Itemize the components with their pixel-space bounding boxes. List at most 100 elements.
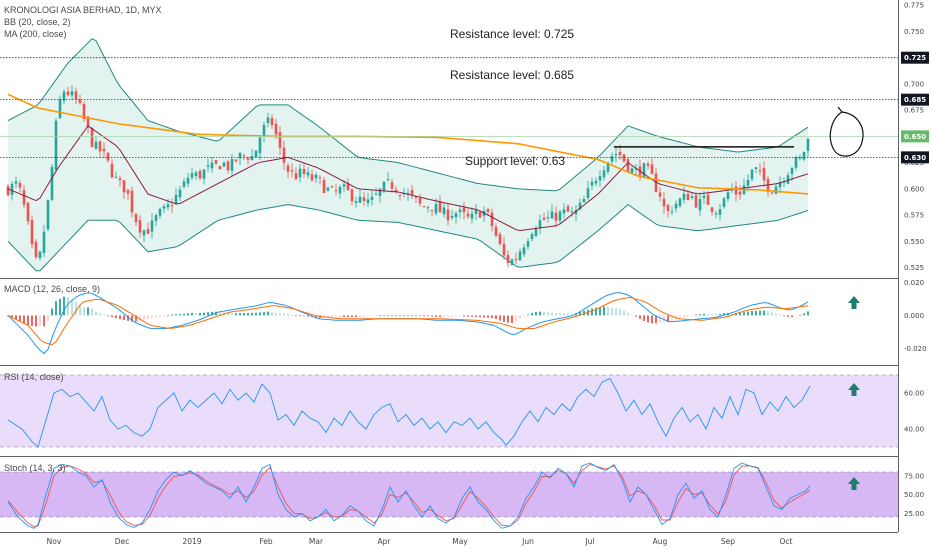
macd-bar xyxy=(519,315,521,319)
macd-indicator-title[interactable]: MACD (12, 26, close, 9) xyxy=(4,284,101,294)
macd-bar xyxy=(43,315,45,327)
stoch-indicator-title[interactable]: Stoch (14, 3, 3) xyxy=(4,463,66,473)
macd-bar xyxy=(515,315,517,322)
macd-bar xyxy=(739,312,741,316)
candle-body xyxy=(578,202,582,209)
macd-bar xyxy=(423,315,425,317)
candle-body xyxy=(106,152,110,161)
macd-bar xyxy=(567,313,569,316)
time-axis-label: Feb xyxy=(259,537,273,546)
candle-body xyxy=(278,132,282,148)
bb-basis-line xyxy=(7,125,809,232)
candle-body xyxy=(614,154,618,156)
macd-bar xyxy=(767,311,769,316)
candle-body xyxy=(38,251,42,259)
macd-bar xyxy=(231,313,233,316)
macd-bar xyxy=(783,315,785,317)
macd-bar xyxy=(327,315,329,318)
macd-bar xyxy=(211,311,213,316)
price-axis-tick: 0.575 xyxy=(904,212,924,220)
candle-body xyxy=(702,195,706,198)
candle-body xyxy=(102,148,106,152)
macd-bar xyxy=(51,308,53,316)
macd-bar xyxy=(135,315,137,322)
bb-upper-line xyxy=(7,38,809,192)
candle-body xyxy=(246,158,250,160)
candle-body xyxy=(314,174,318,179)
candle-body xyxy=(558,211,562,221)
candle-body xyxy=(422,206,426,208)
macd-bar xyxy=(399,315,401,317)
price-axis-tick: 0.550 xyxy=(904,238,924,246)
candle-body xyxy=(698,199,702,211)
macd-bar xyxy=(571,313,573,316)
macd-bar xyxy=(463,315,465,317)
candle-body xyxy=(498,234,502,244)
macd-bar xyxy=(299,315,301,317)
candle-body xyxy=(74,91,78,99)
candle-body xyxy=(78,99,82,104)
candle-body xyxy=(358,196,362,203)
macd-bar xyxy=(559,313,561,316)
candle-body xyxy=(738,191,742,195)
macd-bar xyxy=(251,312,253,316)
candle-body xyxy=(646,163,650,166)
time-axis-label: Mar xyxy=(309,537,324,546)
candle-body xyxy=(410,190,414,195)
time-axis-label: May xyxy=(452,537,468,546)
candle-body xyxy=(114,176,118,178)
price-tag-box xyxy=(901,93,929,106)
candle-body xyxy=(474,210,478,214)
bb-lower-line xyxy=(7,203,809,272)
candle-body xyxy=(310,174,314,181)
candle-body xyxy=(294,173,298,180)
ma-indicator-title[interactable]: MA (200, close) xyxy=(4,29,67,39)
time-axis-label: Apr xyxy=(378,537,392,546)
candle-body xyxy=(190,173,194,178)
macd-bar xyxy=(375,315,377,317)
candle-body xyxy=(778,182,782,188)
macd-bar xyxy=(707,313,709,316)
candle-body xyxy=(594,180,598,184)
macd-bar xyxy=(103,314,105,316)
macd-bar xyxy=(367,315,369,317)
candle-body xyxy=(354,201,358,203)
candle-body xyxy=(70,91,74,96)
macd-bar xyxy=(663,315,665,322)
rsi-axis-tick: 40.00 xyxy=(904,426,924,434)
macd-bar xyxy=(267,311,269,316)
macd-bar xyxy=(31,315,33,326)
candle-body xyxy=(198,170,202,179)
candle-body xyxy=(30,220,34,245)
candle-body xyxy=(42,231,46,253)
macd-bar xyxy=(523,315,525,317)
candle-body xyxy=(514,258,518,260)
macd-bar xyxy=(779,314,781,316)
candle-body xyxy=(478,211,482,218)
macd-bar xyxy=(579,312,581,316)
macd-bar xyxy=(115,315,117,319)
candle-body xyxy=(598,176,602,181)
macd-bar xyxy=(595,307,597,316)
candle-body xyxy=(330,186,334,188)
macd-bar xyxy=(275,313,277,316)
macd-bar xyxy=(527,314,529,316)
macd-bar xyxy=(551,312,553,316)
macd-bar xyxy=(615,308,617,316)
macd-bar xyxy=(67,296,69,316)
macd-bar xyxy=(427,315,429,317)
rsi-indicator-title[interactable]: RSI (14, close) xyxy=(4,372,64,382)
macd-bar xyxy=(47,315,49,322)
candle-body xyxy=(622,154,626,162)
macd-bar xyxy=(483,315,485,318)
bb-indicator-title[interactable]: BB (20, close, 2) xyxy=(4,17,71,27)
macd-bar xyxy=(247,312,249,316)
macd-bar xyxy=(723,313,725,316)
candle-body xyxy=(666,205,670,211)
candle-body xyxy=(266,117,270,124)
candle-body xyxy=(346,182,350,191)
candle-body xyxy=(318,177,322,179)
macd-bar xyxy=(491,315,493,318)
